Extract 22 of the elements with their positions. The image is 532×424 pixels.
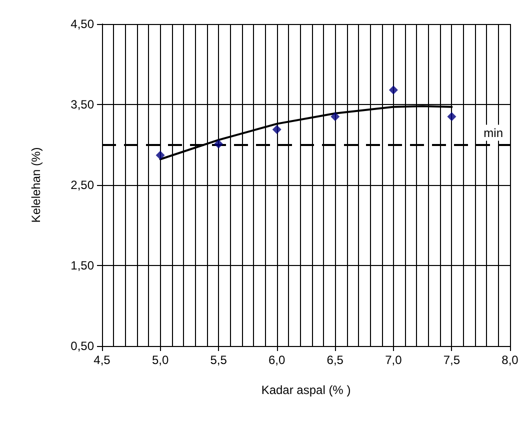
point [330, 112, 340, 122]
x-tick-label: 6,0 [268, 353, 286, 367]
point [214, 139, 224, 148]
x-axis-title: Kadar aspal (% ) [261, 383, 351, 397]
x-tick-label: 5,0 [152, 353, 169, 367]
point [156, 150, 165, 160]
y-tick-label: 0,50 [70, 339, 94, 353]
y-tick-label: 1,50 [70, 258, 94, 272]
x-tick-label: 5,5 [210, 353, 228, 367]
point [388, 86, 398, 95]
y-tick-label: 4,50 [70, 17, 94, 31]
x-tick-label: 4,5 [94, 353, 111, 367]
x-tick-label: 7,5 [443, 353, 460, 367]
y-axis-title: Kelelehan (%) [29, 147, 43, 223]
y-tick-label: 3,50 [70, 98, 94, 112]
x-tick-label: 8,0 [502, 353, 519, 367]
point [272, 124, 282, 134]
point [447, 112, 456, 122]
x-tick-label: 6,5 [326, 353, 344, 367]
x-tick-label: 7,0 [385, 353, 402, 367]
y-tick-label: 2,50 [70, 178, 94, 192]
ref-line-label: min [484, 126, 503, 140]
